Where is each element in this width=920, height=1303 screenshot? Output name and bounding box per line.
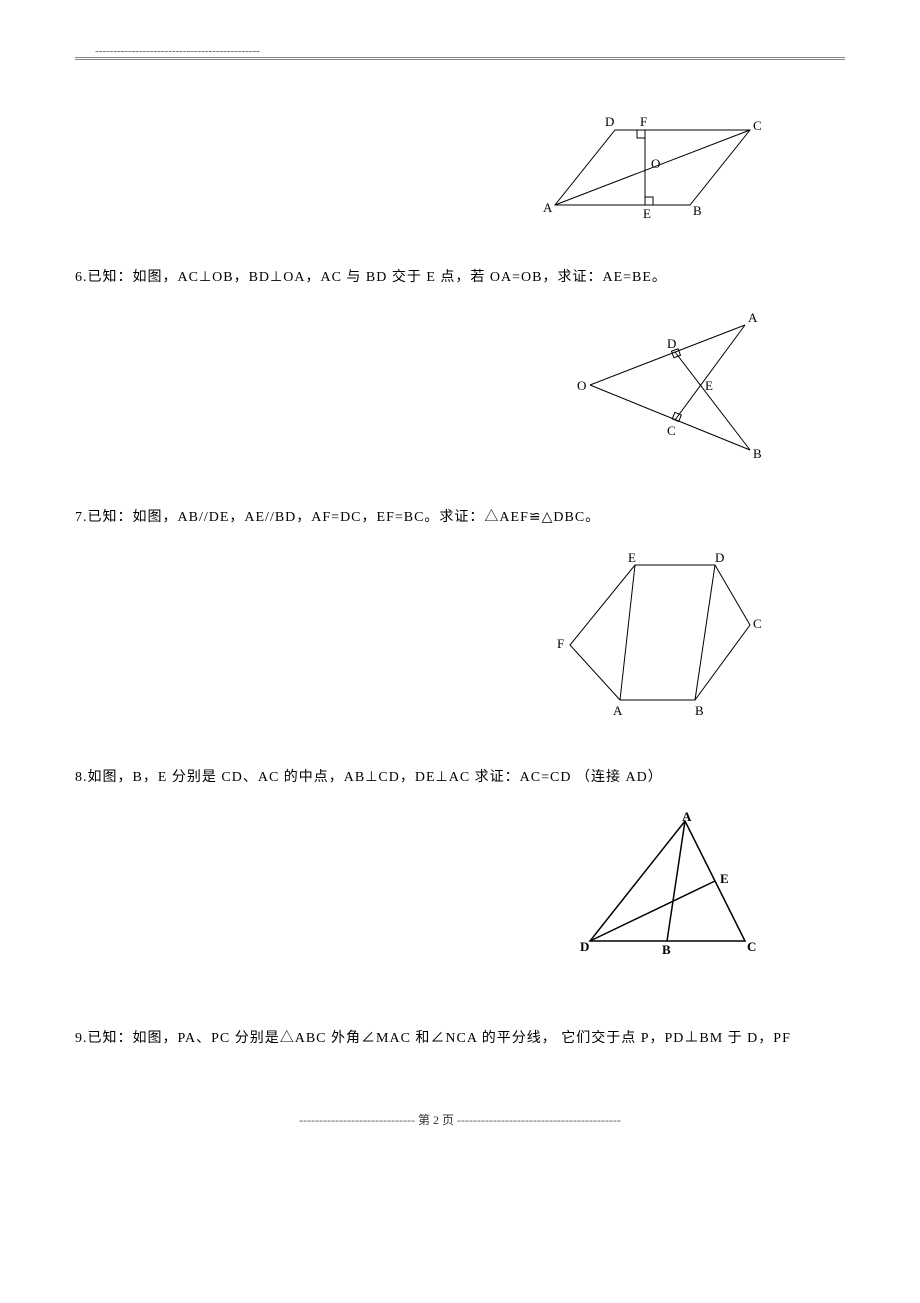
- label-D: D: [580, 939, 589, 954]
- label-O: O: [651, 156, 660, 171]
- figure-7: E D C B A F: [555, 550, 765, 720]
- label-C: C: [753, 118, 762, 133]
- label-E: E: [720, 871, 729, 886]
- footer-dashes-right: ----------------------------------------…: [457, 1113, 621, 1127]
- figure-5: A B C D E F O: [535, 110, 765, 220]
- footer: ----------------------------- 第 2 页 ----…: [75, 1111, 845, 1128]
- label-C: C: [747, 939, 756, 954]
- label-E: E: [643, 206, 651, 220]
- label-A: A: [543, 200, 553, 215]
- page-container: ----------------------------------------…: [0, 0, 920, 1158]
- problem-6: 6.已知：如图，AC⊥OB，BD⊥OA，AC 与 BD 交于 E 点，若 OA=…: [75, 265, 845, 290]
- figure-8-wrap: A E C B D: [75, 811, 845, 966]
- figure-7-wrap: E D C B A F: [75, 550, 845, 725]
- problem-9: 9.已知：如图，PA、PC 分别是△ABC 外角∠MAC 和∠NCA 的平分线，…: [75, 1026, 845, 1051]
- figure-8: A E C B D: [575, 811, 765, 961]
- label-F: F: [640, 114, 647, 129]
- problem-8: 8.如图，B，E 分别是 CD、AC 的中点，AB⊥CD，DE⊥AC 求证：AC…: [75, 765, 845, 790]
- header-rule: [75, 57, 845, 60]
- label-B: B: [662, 942, 671, 957]
- header-dashes: ----------------------------------------…: [95, 45, 845, 57]
- label-A: A: [682, 811, 692, 824]
- footer-page-number: 第 2 页: [418, 1113, 454, 1127]
- label-B: B: [693, 203, 702, 218]
- label-A: A: [748, 310, 758, 325]
- label-D: D: [715, 550, 724, 565]
- label-F: F: [557, 636, 564, 651]
- label-E: E: [705, 378, 713, 393]
- label-B: B: [753, 446, 762, 460]
- label-C: C: [753, 616, 762, 631]
- label-A: A: [613, 703, 623, 718]
- label-D: D: [605, 114, 614, 129]
- label-E: E: [628, 550, 636, 565]
- figure-5-wrap: A B C D E F O: [75, 110, 845, 225]
- label-O: O: [577, 378, 586, 393]
- label-D: D: [667, 336, 676, 351]
- problem-7: 7.已知：如图，AB//DE，AE//BD，AF=DC，EF=BC。求证：△AE…: [75, 505, 845, 530]
- figure-6-wrap: O A B D C E: [75, 310, 845, 465]
- label-B: B: [695, 703, 704, 718]
- figure-6: O A B D C E: [575, 310, 765, 460]
- label-C: C: [667, 423, 676, 438]
- footer-dashes-left: -----------------------------: [299, 1113, 415, 1127]
